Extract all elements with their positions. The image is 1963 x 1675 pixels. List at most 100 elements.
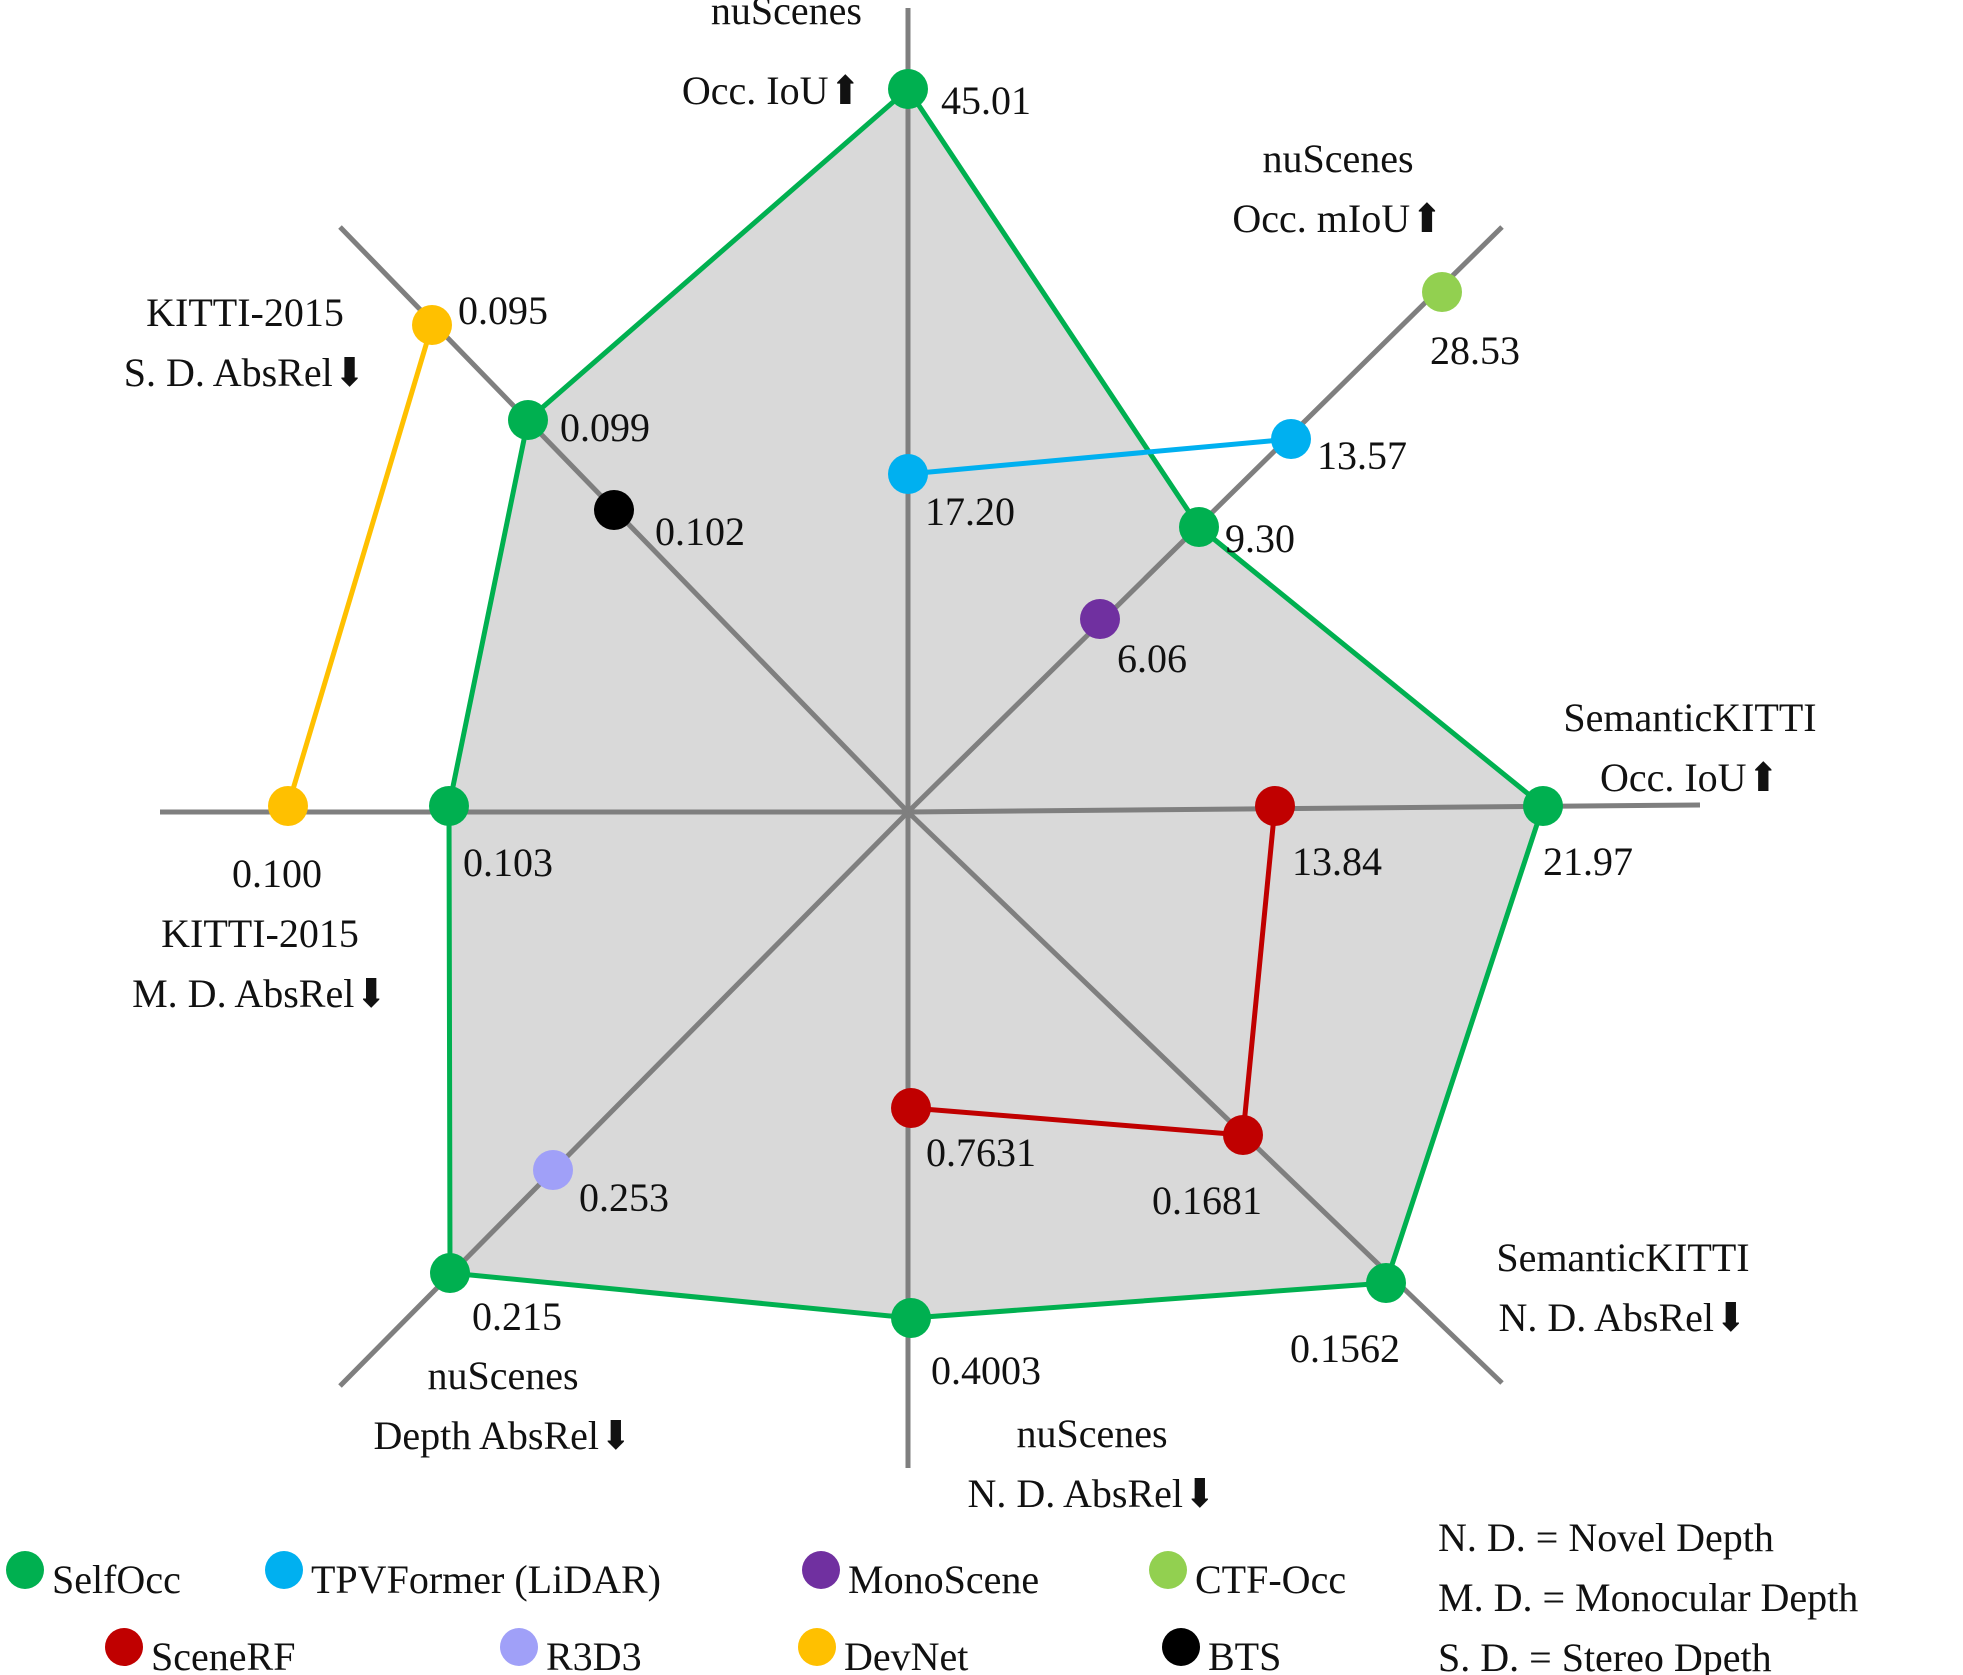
scenerf-point-skitti-nd-absrel — [1223, 1115, 1263, 1155]
axis-title-nus-depth-absrel-line2: Depth AbsRel⬇ — [373, 1413, 632, 1458]
bts-value-label: 0.102 — [655, 509, 745, 554]
legend-swatch — [1162, 1628, 1200, 1666]
arrow-up-icon: ⬆ — [828, 68, 862, 113]
axis-title-nus-occ-iou-line1: nuScenes — [711, 0, 862, 33]
scenerf-point-skitti-occ-iou — [1255, 786, 1295, 826]
legend-label: DevNet — [844, 1634, 968, 1675]
legend-label: TPVFormer (LiDAR) — [311, 1557, 661, 1602]
selfocc-point-nus-nd-absrel — [891, 1298, 931, 1338]
legend-label: SceneRF — [151, 1634, 295, 1675]
legend-item-scenerf: SceneRF — [105, 1628, 295, 1675]
axis-title-nus-occ-miou-line2: Occ. mIoU⬆ — [1232, 196, 1443, 241]
legend-item-monoscene: MonoScene — [802, 1551, 1039, 1602]
legend-item-bts: BTS — [1162, 1628, 1281, 1675]
value-label-layer: 45.01 9.30 21.97 0.1562 0.4003 0.215 0.103 0.09… — [232, 78, 1633, 1393]
monoscene-value-label: 6.06 — [1117, 636, 1187, 681]
axis-line-nus-depth-absrel — [338, 810, 910, 1388]
axis-title-skitti-nd-absrel-line1: SemanticKITTI — [1496, 1235, 1749, 1280]
abbreviation-note: N. D. = Novel Depth — [1438, 1515, 1774, 1560]
legend-label: MonoScene — [848, 1557, 1039, 1602]
legend-item-selfocc: SelfOcc — [6, 1551, 181, 1602]
ctf-occ-value-label: 28.53 — [1430, 328, 1520, 373]
scenerf-value-label: 0.7631 — [926, 1130, 1036, 1175]
axis-title-nus-nd-absrel-line1: nuScenes — [1016, 1411, 1167, 1456]
tpvformer-lidar-series-line — [907, 436, 1292, 477]
legend-swatch — [798, 1628, 836, 1666]
abbreviation-note: M. D. = Monocular Depth — [1438, 1575, 1858, 1620]
arrow-down-icon: ⬇ — [333, 350, 367, 395]
legend-swatch — [6, 1551, 44, 1589]
arrow-down-icon: ⬇ — [1183, 1471, 1217, 1516]
legend-item-tpvformer-lidar: TPVFormer (LiDAR) — [265, 1551, 661, 1602]
axis-title-kitti-sd-absrel-line1: KITTI-2015 — [146, 290, 344, 335]
scenerf-value-label: 0.1681 — [1152, 1178, 1262, 1223]
selfocc-point-nus-depth-absrel — [430, 1253, 470, 1293]
legend: SelfOcc TPVFormer (LiDAR) MonoScene CTF-Occ… — [6, 1551, 1346, 1675]
r3d3-point-nus-depth-absrel — [533, 1150, 573, 1190]
axis-title-skitti-occ-iou-line1: SemanticKITTI — [1563, 695, 1816, 740]
abbreviation-notes: N. D. = Novel Depth M. D. = Monocular Dep… — [1438, 1515, 1858, 1675]
selfocc-point-nus-occ-miou — [1179, 507, 1219, 547]
legend-item-r3d3: R3D3 — [500, 1628, 642, 1675]
axis-title-kitti-md-absrel-line1: KITTI-2015 — [161, 911, 359, 956]
scenerf-point-nus-nd-absrel — [891, 1088, 931, 1128]
axis-title-nus-nd-absrel-line2: N. D. AbsRel⬇ — [967, 1471, 1216, 1516]
selfocc-value-label: 45.01 — [941, 78, 1031, 123]
data-point-layer — [268, 69, 1563, 1338]
tpvformer-lidar-point-nus-occ-miou — [1271, 419, 1311, 459]
arrow-down-icon: ⬇ — [1714, 1295, 1748, 1340]
devnet-value-label: 0.100 — [232, 851, 322, 896]
legend-label: BTS — [1208, 1634, 1281, 1675]
legend-swatch — [105, 1628, 143, 1666]
legend-swatch — [500, 1628, 538, 1666]
axis-title-nus-depth-absrel-line1: nuScenes — [427, 1353, 578, 1398]
ctf-occ-point-nus-occ-miou — [1422, 272, 1462, 312]
devnet-series-line — [285, 324, 435, 807]
selfocc-point-nus-occ-iou — [888, 69, 928, 109]
axis-title-layer: nuScenes Occ. IoU⬆ nuScenes Occ. mIoU⬆ Seman… — [124, 0, 1817, 1516]
legend-label: SelfOcc — [52, 1557, 181, 1602]
selfocc-area — [449, 89, 1543, 1318]
legend-item-ctf-occ: CTF-Occ — [1149, 1551, 1346, 1602]
arrow-up-icon: ⬆ — [1410, 196, 1444, 241]
axis-title-kitti-md-absrel-line2: M. D. AbsRel⬇ — [132, 971, 388, 1016]
tpvformer-lidar-value-label: 13.57 — [1317, 433, 1407, 478]
selfocc-value-label: 0.099 — [560, 405, 650, 450]
bts-point-kitti-sd-absrel — [594, 490, 634, 530]
arrow-up-icon: ⬆ — [1747, 755, 1781, 800]
legend-label: R3D3 — [546, 1634, 642, 1675]
selfocc-value-label: 9.30 — [1225, 516, 1295, 561]
devnet-value-label: 0.095 — [458, 288, 548, 333]
devnet-point-kitti-sd-absrel — [412, 305, 452, 345]
scenerf-value-label: 13.84 — [1292, 839, 1382, 884]
arrow-down-icon: ⬇ — [599, 1413, 633, 1458]
selfocc-point-skitti-nd-absrel — [1366, 1263, 1406, 1303]
selfocc-point-skitti-occ-iou — [1523, 786, 1563, 826]
axis-title-nus-occ-iou-line2: Occ. IoU⬆ — [682, 68, 862, 113]
legend-swatch — [265, 1551, 303, 1589]
arrow-down-icon: ⬇ — [354, 971, 388, 1016]
r3d3-value-label: 0.253 — [579, 1175, 669, 1220]
axis-title-kitti-sd-absrel-line2: S. D. AbsRel⬇ — [124, 350, 366, 395]
selfocc-fill-layer — [449, 89, 1543, 1318]
legend-label: CTF-Occ — [1195, 1557, 1346, 1602]
axis-title-skitti-occ-iou-line2: Occ. IoU⬆ — [1600, 755, 1780, 800]
legend-swatch — [802, 1551, 840, 1589]
tpvformer-lidar-value-label: 17.20 — [925, 489, 1015, 534]
devnet-point-kitti-md-absrel — [268, 786, 308, 826]
tpvformer-lidar-point-nus-occ-iou — [888, 454, 928, 494]
selfocc-point-kitti-md-absrel — [429, 786, 469, 826]
selfocc-value-label: 21.97 — [1543, 839, 1633, 884]
legend-swatch — [1149, 1551, 1187, 1589]
selfocc-value-label: 0.215 — [472, 1294, 562, 1339]
axis-title-skitti-nd-absrel-line2: N. D. AbsRel⬇ — [1498, 1295, 1747, 1340]
monoscene-point-nus-occ-miou — [1080, 599, 1120, 639]
axis-title-nus-occ-miou-line1: nuScenes — [1262, 136, 1413, 181]
selfocc-point-kitti-sd-absrel — [508, 400, 548, 440]
selfocc-value-label: 0.1562 — [1290, 1326, 1400, 1371]
legend-item-devnet: DevNet — [798, 1628, 968, 1675]
axis-line-skitti-occ-iou — [907, 802, 1701, 815]
abbreviation-note: S. D. = Stereo Dpeth — [1438, 1635, 1772, 1675]
selfocc-value-label: 0.103 — [463, 840, 553, 885]
